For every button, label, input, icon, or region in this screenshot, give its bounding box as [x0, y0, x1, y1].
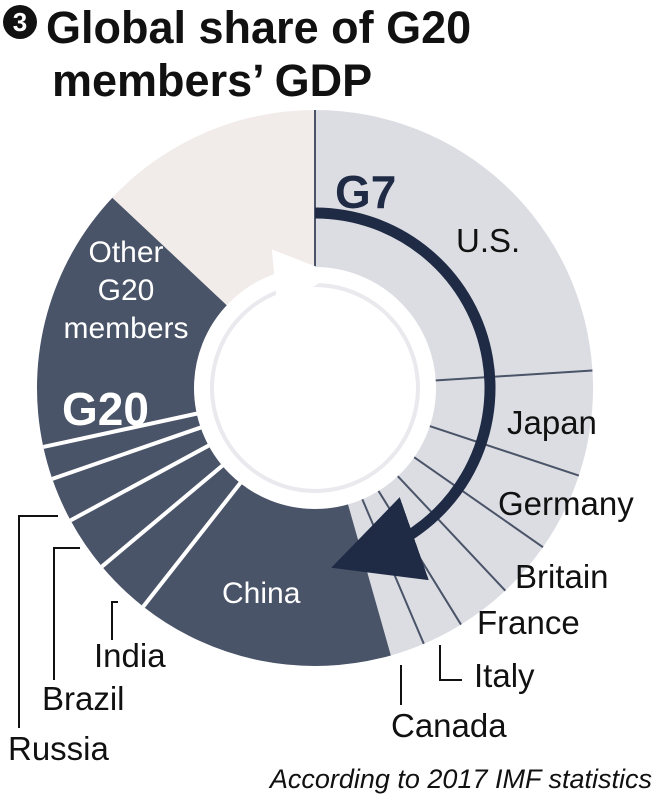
- slice-russia: [43, 413, 204, 479]
- title-number: 3: [13, 7, 27, 37]
- slice-label-canada: Canada: [391, 707, 507, 744]
- slice-label-germany: Germany: [498, 485, 634, 522]
- g7-arc-arrow: [314, 207, 496, 581]
- other-g20-line-1: Other: [88, 236, 163, 269]
- slice-brazil: [52, 426, 212, 521]
- slice-label-france: France: [477, 604, 580, 641]
- slice-label-india: India: [94, 637, 166, 674]
- slice-label-britain: Britain: [515, 558, 609, 595]
- slice-divider: [51, 424, 205, 481]
- slice-dividers: [42, 110, 593, 645]
- slice-divider: [432, 369, 593, 382]
- title-number-badge: [3, 5, 37, 39]
- slice-divider: [411, 454, 544, 548]
- slice-divider: [141, 479, 244, 608]
- slice-other-g20-members: [37, 197, 229, 447]
- other-g20-line-2: G20: [98, 274, 155, 307]
- slice-label-china: China: [222, 577, 301, 610]
- slice-label-brazil: Brazil: [42, 680, 125, 717]
- slice-divider: [42, 411, 201, 449]
- chart-title-line-1: Global share of G20: [46, 2, 471, 53]
- g7-group-label: G7: [335, 166, 396, 218]
- slice-china: [143, 480, 391, 666]
- slice-unlabeled-13: [112, 110, 316, 308]
- donut-slices: [37, 110, 593, 666]
- leader-line-brazil: [53, 547, 80, 680]
- leader-lines: [18, 515, 462, 728]
- slice-germany: [411, 425, 579, 548]
- slice-divider: [100, 462, 226, 569]
- inner-hole: [212, 285, 418, 491]
- other-g20-line-3: members: [63, 312, 188, 345]
- chart-title-line-2: members’ GDP: [52, 55, 372, 106]
- slice-divider: [69, 442, 213, 523]
- slice-unlabeled-8: [101, 463, 243, 607]
- leader-line-india: [111, 601, 118, 640]
- slice-britain: [395, 455, 543, 591]
- slice-divider: [426, 424, 580, 477]
- footnote: According to 2017 IMF statistics: [268, 764, 652, 794]
- slice-label-russia: Russia: [8, 730, 110, 767]
- slice-label-japan: Japan: [507, 404, 597, 441]
- slice-japan: [426, 370, 593, 476]
- slice-label-us: U.S.: [456, 222, 520, 259]
- slice-label-other-g20: Other G20 members: [63, 236, 188, 345]
- slice-label-italy: Italy: [474, 657, 535, 694]
- slice-u-s-: [315, 110, 593, 381]
- leader-line-italy: [439, 645, 462, 681]
- g20-arc-arrow: [198, 249, 403, 505]
- g20-group-label: G20: [62, 383, 149, 435]
- leader-line-russia: [18, 515, 58, 728]
- title-block: 3 Global share of G20 members’ GDP: [3, 2, 471, 106]
- slice-divider: [395, 473, 507, 592]
- slice-india: [70, 444, 225, 567]
